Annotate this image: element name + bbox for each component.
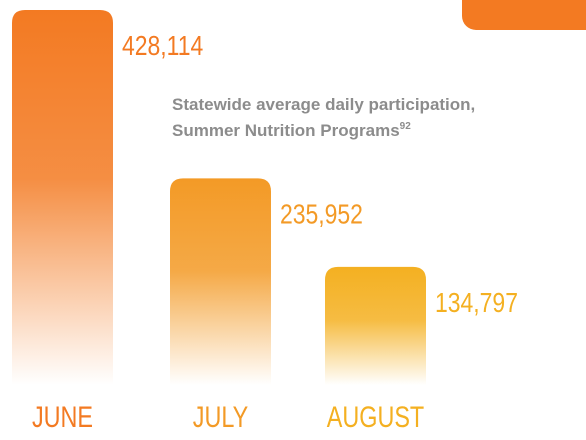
bar <box>170 178 271 385</box>
x-tick-label: AUGUST <box>327 400 424 433</box>
bar <box>325 266 426 385</box>
chart-title: Statewide average daily participation, <box>172 95 475 114</box>
decor-tab <box>462 0 586 30</box>
x-tick-label: JUNE <box>32 400 93 433</box>
value-label: 235,952 <box>280 199 363 230</box>
value-label: 134,797 <box>435 288 518 319</box>
value-label: 428,114 <box>122 31 203 62</box>
bar <box>12 10 113 385</box>
x-tick-label: JULY <box>193 400 249 433</box>
chart-title: Summer Nutrition Programs92 <box>172 121 411 140</box>
